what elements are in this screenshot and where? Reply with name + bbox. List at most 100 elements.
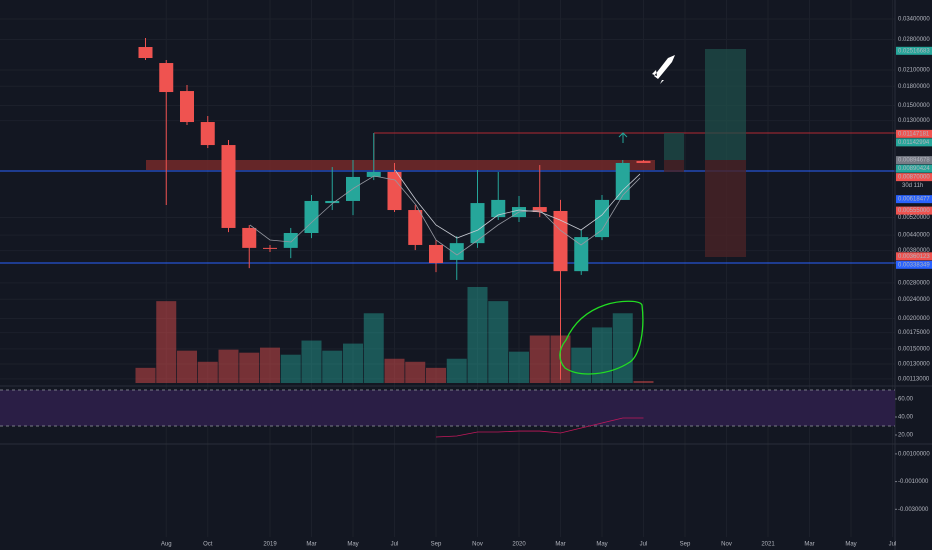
x-tick-label: Aug <box>161 542 172 548</box>
price-pane <box>135 37 654 383</box>
x-tick-label: Jul <box>640 542 648 548</box>
candle-body <box>200 122 215 146</box>
candle-body <box>408 210 423 245</box>
osc-tick-label: -0.0030000 <box>898 507 929 513</box>
price-badge <box>896 46 932 55</box>
y-tick-label: 0.00440000 <box>898 233 930 239</box>
candle-body <box>304 200 319 234</box>
price-badge <box>896 260 932 269</box>
x-tick-label: Jul <box>391 542 399 548</box>
rsi-tick-label: 40.00 <box>898 415 914 421</box>
y-tick-label: 0.00130000 <box>898 362 930 368</box>
volume-bar <box>426 367 446 383</box>
price-badge <box>896 138 932 147</box>
candle-body <box>221 145 236 228</box>
y-tick-label: 0.00280000 <box>898 281 930 287</box>
price-badge-label: 0.01147181 <box>898 131 930 137</box>
candle-body <box>574 237 589 272</box>
y-tick-label: 0.00200000 <box>898 316 930 322</box>
rsi-band <box>0 390 895 426</box>
volume-bar <box>467 287 488 383</box>
price-badge-label: 0.02516683 <box>898 48 930 54</box>
volume-bar <box>405 361 426 383</box>
price-badge-label: 0.00890424 <box>898 166 930 172</box>
volume-bar <box>612 313 633 383</box>
osc-tick-label: -0.0010000 <box>898 479 929 485</box>
rsi-tick-label: 60.00 <box>898 397 914 403</box>
price-badge <box>896 206 932 215</box>
y-tick-label: 0.00380000 <box>898 248 930 254</box>
resistance-zone <box>146 160 655 170</box>
volume-bar <box>280 354 301 383</box>
volume-bar <box>135 367 156 383</box>
volume-bar <box>197 361 218 383</box>
volume-bar <box>384 358 405 383</box>
price-badge <box>896 195 932 204</box>
candle-body <box>636 161 651 163</box>
volume-bar <box>260 347 280 383</box>
price-axis: 0.03400000 0.02800000 0.02100000 0.01800000… <box>898 17 930 383</box>
candle-body <box>615 162 630 200</box>
price-badge-label: 0.01142994 <box>898 140 930 146</box>
target-zone <box>705 49 746 160</box>
volume-bar <box>343 343 363 383</box>
price-badge <box>896 173 932 182</box>
price-badge-label: 0.00360123 <box>898 254 930 260</box>
y-tick-label: 0.00113000 <box>898 376 930 382</box>
highlight-loop <box>559 300 644 375</box>
osc-tick-label: 0.00100000 <box>898 451 930 457</box>
candle-body <box>387 171 402 211</box>
candle-body <box>263 247 277 249</box>
price-badge <box>896 156 932 165</box>
volume-bar <box>363 313 384 383</box>
x-tick-label: Mar <box>804 542 814 548</box>
candle-body <box>429 244 443 264</box>
price-badge-label: 0.00618477 <box>898 197 930 203</box>
candle-body <box>366 171 381 177</box>
volume-bar <box>156 301 177 383</box>
candle-body <box>159 63 174 93</box>
x-tick-label: May <box>596 542 607 548</box>
y-tick-label: 0.00520000 <box>898 215 930 221</box>
price-badge-label: 0.00555000 <box>898 208 930 214</box>
x-tick-label: 2019 <box>263 542 277 548</box>
x-tick-label: Mar <box>306 542 316 548</box>
volume-bar <box>633 380 654 383</box>
volume-bar <box>488 301 509 383</box>
x-tick-label: Jul <box>889 542 897 548</box>
x-tick-label: May <box>347 542 358 548</box>
y-tick-label: 0.01300000 <box>898 118 930 124</box>
rsi-line <box>435 417 644 438</box>
volume-bar <box>239 352 260 383</box>
y-tick-label: 0.02100000 <box>898 68 930 74</box>
moving-average <box>249 175 641 256</box>
countdown: 30d 11h <box>902 183 923 189</box>
y-tick-label: 0.00175000 <box>898 330 930 336</box>
stop-zone <box>664 160 684 172</box>
volume-bar <box>592 327 612 383</box>
stop-zone <box>705 160 746 257</box>
volume-bar <box>509 351 529 383</box>
candle-body <box>283 233 298 248</box>
target-zone <box>664 133 684 160</box>
candle-body <box>532 207 547 212</box>
x-tick-label: 2020 <box>512 542 526 548</box>
volume-bar <box>301 340 322 383</box>
candle-body <box>491 199 506 218</box>
x-tick-label: Nov <box>721 542 732 548</box>
price-badge-label: 0.00338349 <box>898 262 930 268</box>
x-tick-label: Sep <box>680 542 691 548</box>
y-tick-label: 0.01500000 <box>898 103 930 109</box>
y-tick-label: 0.02800000 <box>898 37 930 43</box>
candle-body <box>449 243 464 260</box>
y-tick-label: 0.00150000 <box>898 346 930 352</box>
x-tick-label: 2021 <box>761 542 775 548</box>
volume-bar <box>446 358 467 383</box>
price-badge-label: 0.00894678 <box>898 158 930 164</box>
arrow <box>618 132 628 143</box>
x-tick-label: May <box>845 542 856 548</box>
rsi-tick-label: 20.00 <box>898 433 914 439</box>
volume-bar <box>529 335 550 383</box>
volume-bar <box>218 349 239 383</box>
y-tick-label: 0.00240000 <box>898 297 930 303</box>
